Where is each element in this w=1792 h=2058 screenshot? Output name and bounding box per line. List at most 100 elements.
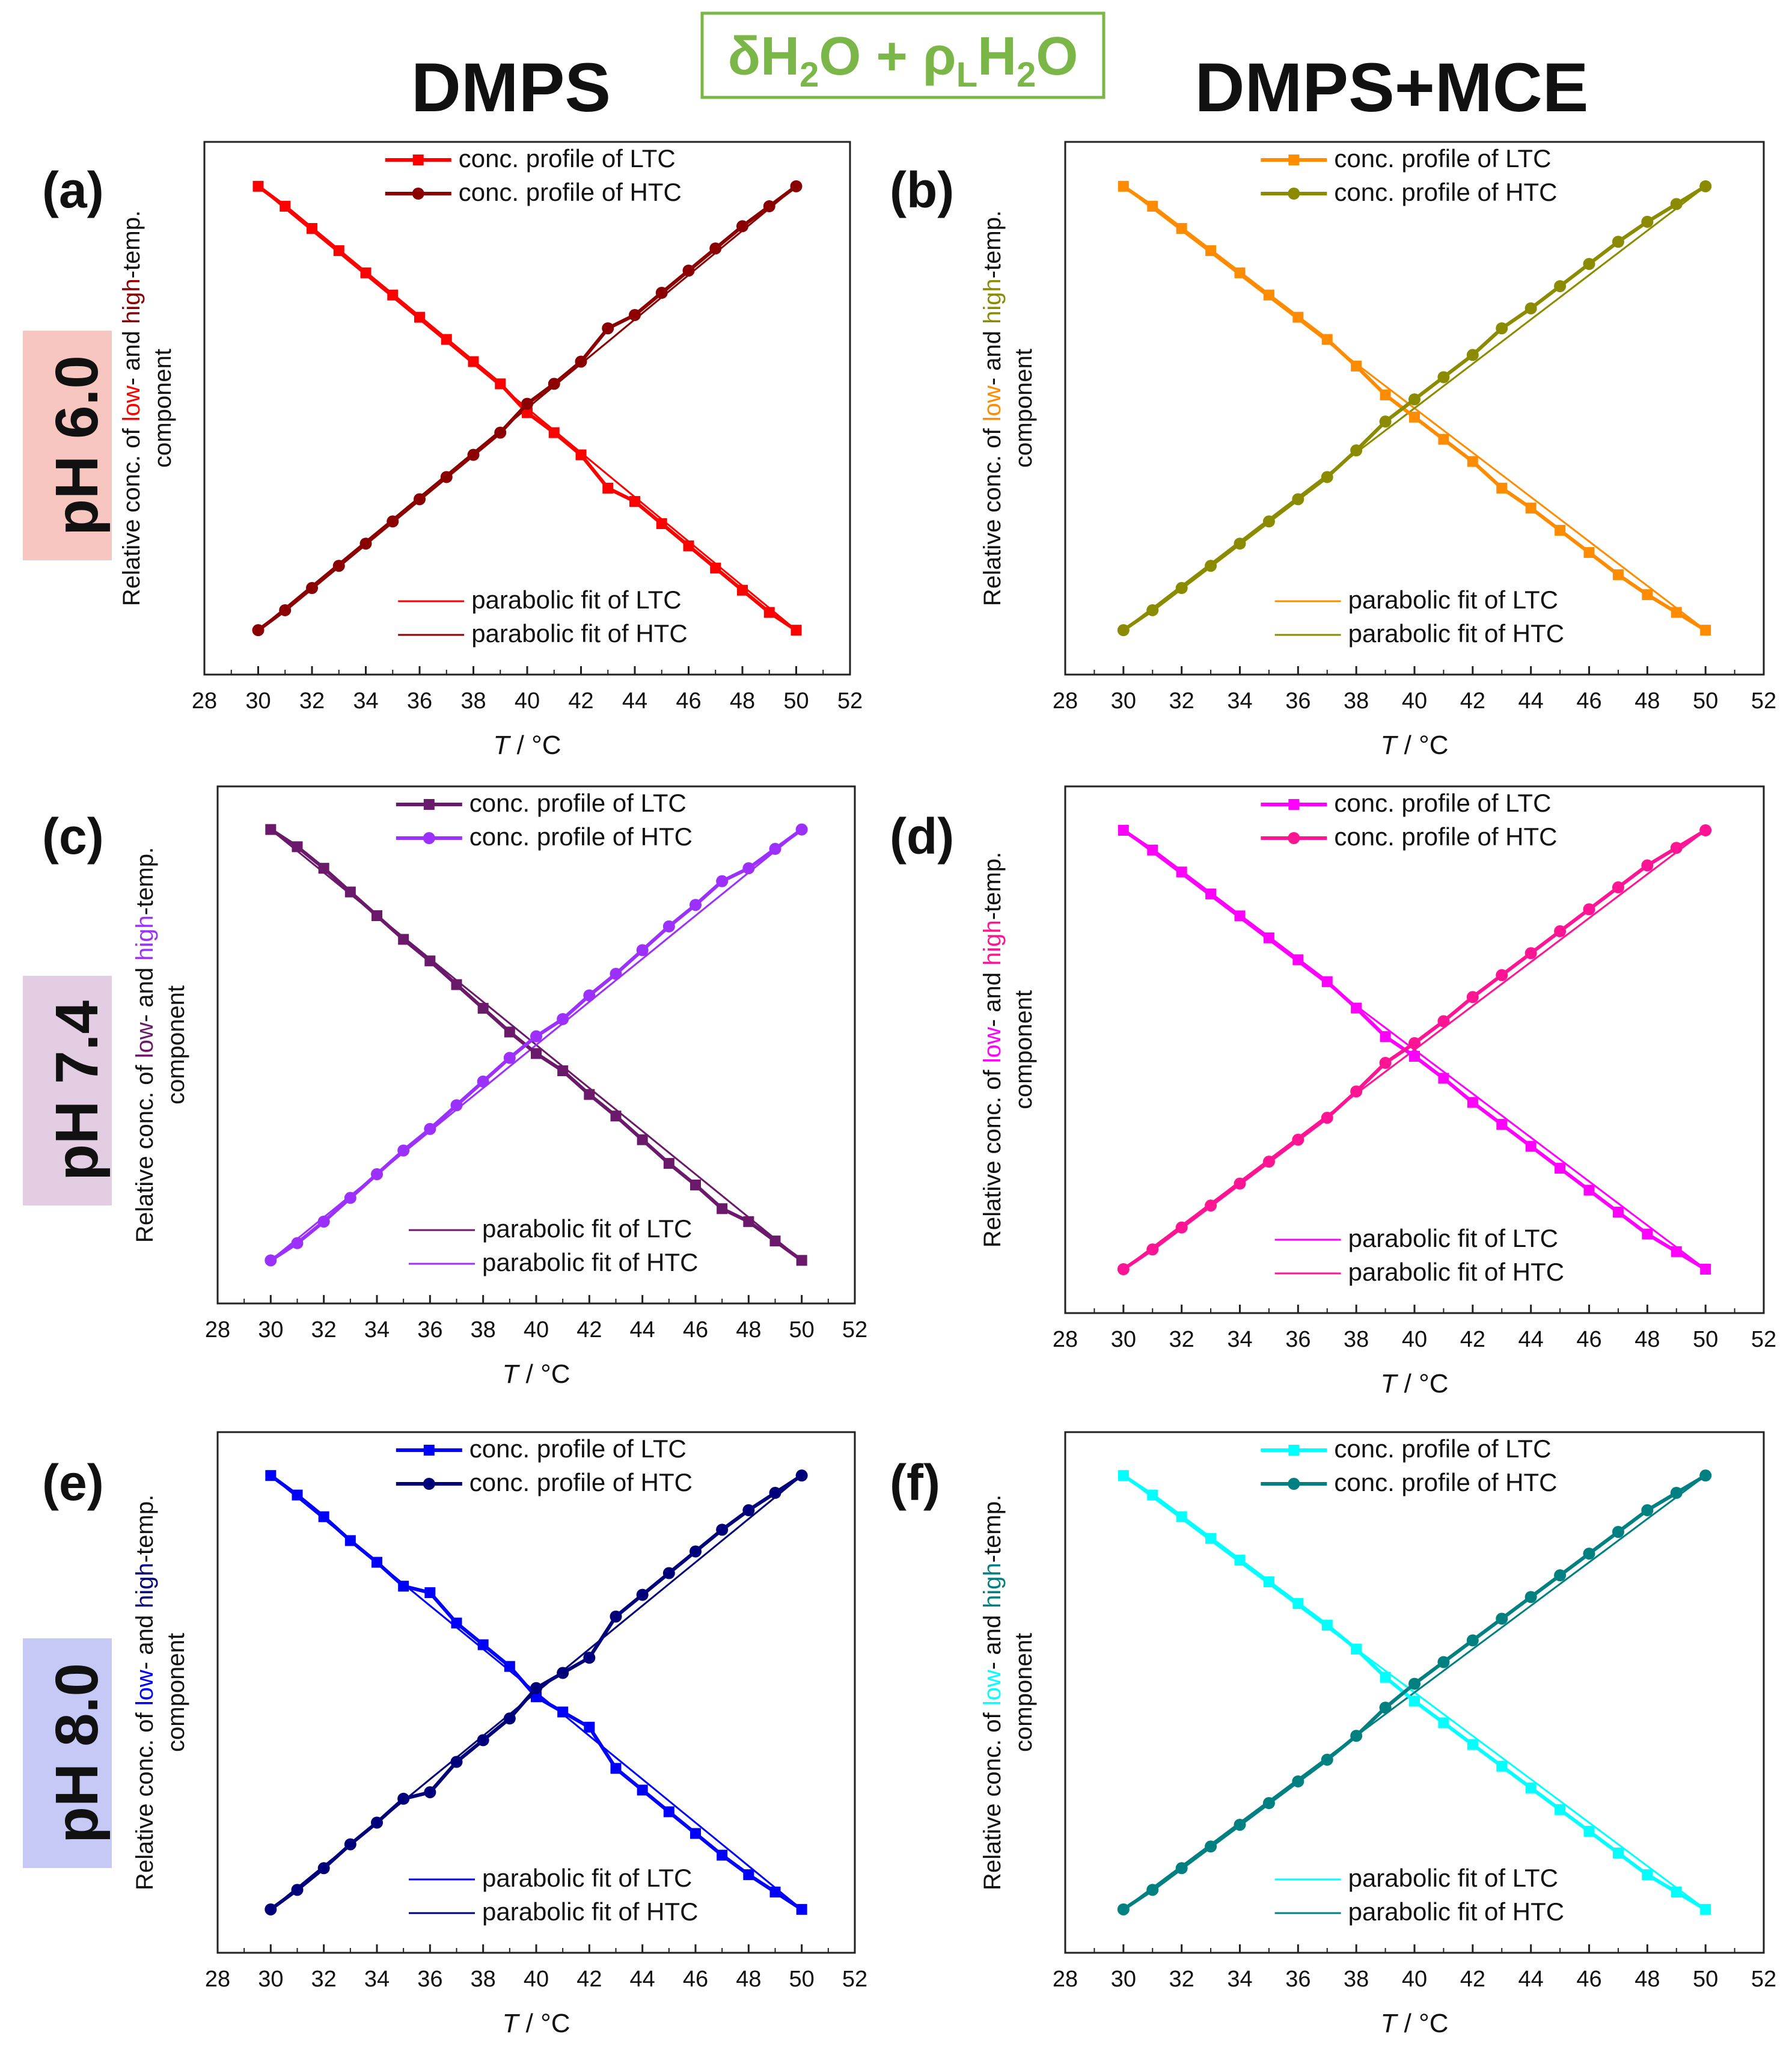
data-point-ltc — [414, 311, 425, 323]
data-point-ltc — [424, 955, 436, 967]
data-point-ltc — [1409, 1695, 1420, 1707]
data-point-ltc — [656, 518, 667, 529]
data-point-ltc — [637, 1784, 648, 1796]
legend-marker-square — [412, 155, 424, 165]
data-point-htc — [1496, 322, 1508, 335]
data-point-ltc — [1176, 866, 1187, 878]
data-point-htc — [1262, 515, 1275, 528]
legend-label: parabolic fit of LTC — [471, 586, 681, 614]
x-tick-label: 36 — [1285, 688, 1310, 714]
data-point-ltc — [1292, 954, 1304, 966]
data-point-ltc — [531, 1691, 542, 1703]
row-label-ph-7-4: pH 7.4 — [23, 976, 112, 1205]
data-point-ltc — [265, 1470, 277, 1481]
y-axis-label: Relative conc. of low- and high-temp.com… — [132, 847, 189, 1243]
panel-label: (a) — [42, 162, 104, 218]
data-point-htc — [610, 967, 622, 980]
x-tick-label: 28 — [1053, 1327, 1078, 1352]
x-tick-label: 40 — [1402, 688, 1427, 714]
x-tick-label: 44 — [1518, 1327, 1544, 1352]
data-point-htc — [1146, 1884, 1159, 1896]
data-point-htc — [1234, 1819, 1246, 1831]
legend-label: conc. profile of LTC — [1334, 144, 1551, 173]
data-point-ltc — [1496, 482, 1508, 494]
panel-label: (c) — [42, 808, 104, 865]
x-tick-label: 34 — [364, 1967, 390, 1992]
legend-label: conc. profile of HTC — [1334, 1468, 1557, 1496]
data-point-htc — [583, 989, 596, 1002]
data-point-ltc — [769, 1886, 781, 1897]
data-point-htc — [1408, 1037, 1420, 1050]
data-point-ltc — [1321, 1620, 1333, 1631]
data-point-htc — [548, 378, 560, 390]
data-point-ltc — [1612, 1207, 1624, 1218]
data-point-ltc — [360, 267, 372, 278]
data-point-ltc — [610, 1763, 622, 1774]
y-axis-label-line1: Relative conc. of low- and high-temp. — [979, 210, 1006, 606]
data-point-ltc — [690, 1179, 701, 1190]
row-label-bg — [23, 331, 112, 560]
data-point-htc — [344, 1192, 356, 1204]
data-point-htc — [467, 449, 480, 461]
x-axis-label: T / °C — [1381, 730, 1449, 760]
data-point-htc — [690, 1545, 702, 1558]
x-tick-label: 38 — [460, 688, 486, 714]
data-point-ltc — [1292, 1598, 1304, 1609]
x-tick-label: 46 — [683, 1317, 708, 1343]
x-axis-label: T / °C — [503, 1359, 570, 1389]
row-label-bg — [23, 1638, 112, 1868]
data-point-htc — [1234, 1177, 1246, 1190]
y-axis-label-line1: Relative conc. of low- and high-temp. — [132, 1495, 158, 1890]
x-axis-label: T / °C — [503, 2009, 570, 2038]
chart-panel-c: (c) 28 30 32 34 36 38 40 42 44 46 48 50 52 T / °C Relat… — [42, 785, 867, 1389]
data-point-ltc — [1583, 1184, 1595, 1196]
x-tick-label: 30 — [258, 1317, 283, 1343]
data-point-htc — [1437, 1015, 1450, 1027]
data-point-htc — [662, 1567, 675, 1579]
data-point-ltc — [372, 1557, 382, 1568]
x-axis-label: T / °C — [1381, 1369, 1449, 1398]
data-point-ltc — [451, 1617, 462, 1629]
x-tick-label: 38 — [1344, 1967, 1369, 1992]
data-point-ltc — [1351, 1002, 1362, 1014]
data-point-htc — [477, 1075, 489, 1088]
data-point-ltc — [717, 1203, 728, 1214]
data-point-htc — [317, 1215, 330, 1228]
title-part-2: O + ρ — [819, 26, 956, 87]
data-point-htc — [769, 842, 781, 855]
x-tick-label: 52 — [842, 1967, 867, 1992]
x-tick-label: 50 — [1693, 688, 1718, 714]
legend-marker-square — [1288, 155, 1300, 165]
data-point-ltc — [637, 1134, 648, 1145]
data-point-htc — [1175, 1221, 1188, 1234]
legend-label: conc. profile of LTC — [459, 144, 676, 173]
data-point-htc — [1350, 1085, 1363, 1098]
data-point-htc — [1175, 1862, 1188, 1875]
data-point-htc — [602, 322, 614, 335]
x-tick-label: 32 — [311, 1967, 337, 1992]
data-point-ltc — [292, 1489, 303, 1501]
data-point-htc — [1612, 881, 1624, 893]
data-point-ltc — [717, 1849, 728, 1861]
data-point-ltc — [1147, 844, 1158, 856]
x-tick-label: 52 — [842, 1317, 867, 1343]
data-point-ltc — [1525, 1141, 1537, 1152]
data-point-ltc — [1118, 825, 1129, 836]
data-point-htc — [503, 1052, 516, 1064]
data-point-htc — [690, 899, 702, 911]
x-tick-label: 28 — [192, 688, 217, 714]
data-point-ltc — [1147, 1489, 1158, 1501]
x-tick-label: 50 — [1693, 1327, 1718, 1352]
x-tick-label: 28 — [1053, 1967, 1078, 1992]
x-tick-label: 40 — [515, 688, 540, 714]
data-point-htc — [1437, 371, 1450, 384]
data-point-htc — [1321, 471, 1333, 483]
data-point-htc — [1117, 1263, 1130, 1275]
data-point-ltc — [1263, 289, 1274, 301]
data-point-ltc — [584, 1721, 595, 1733]
legend-label: conc. profile of HTC — [1334, 822, 1557, 851]
title-part-1: 2 — [800, 55, 819, 94]
data-point-ltc — [1671, 1246, 1682, 1257]
data-point-htc — [424, 1122, 436, 1135]
